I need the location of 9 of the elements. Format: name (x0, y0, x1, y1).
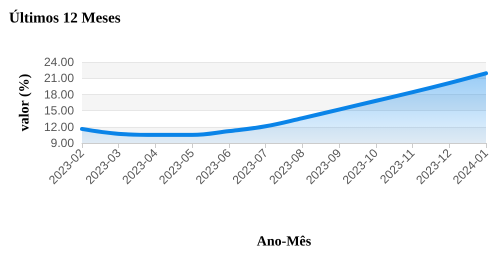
y-tick-label: 9.00 (50, 136, 74, 150)
chart-title: Últimos 12 Meses (9, 10, 121, 26)
x-axis-title: Ano-Mês (256, 234, 312, 250)
y-tick-label: 18.00 (44, 87, 74, 102)
y-tick-label: 21.00 (44, 71, 74, 86)
y-tick-label: 24.00 (44, 55, 74, 69)
y-axis-title: valor (%) (18, 73, 32, 132)
y-tick-label: 15.00 (44, 104, 74, 118)
y-tick-label: 12.00 (44, 120, 74, 134)
